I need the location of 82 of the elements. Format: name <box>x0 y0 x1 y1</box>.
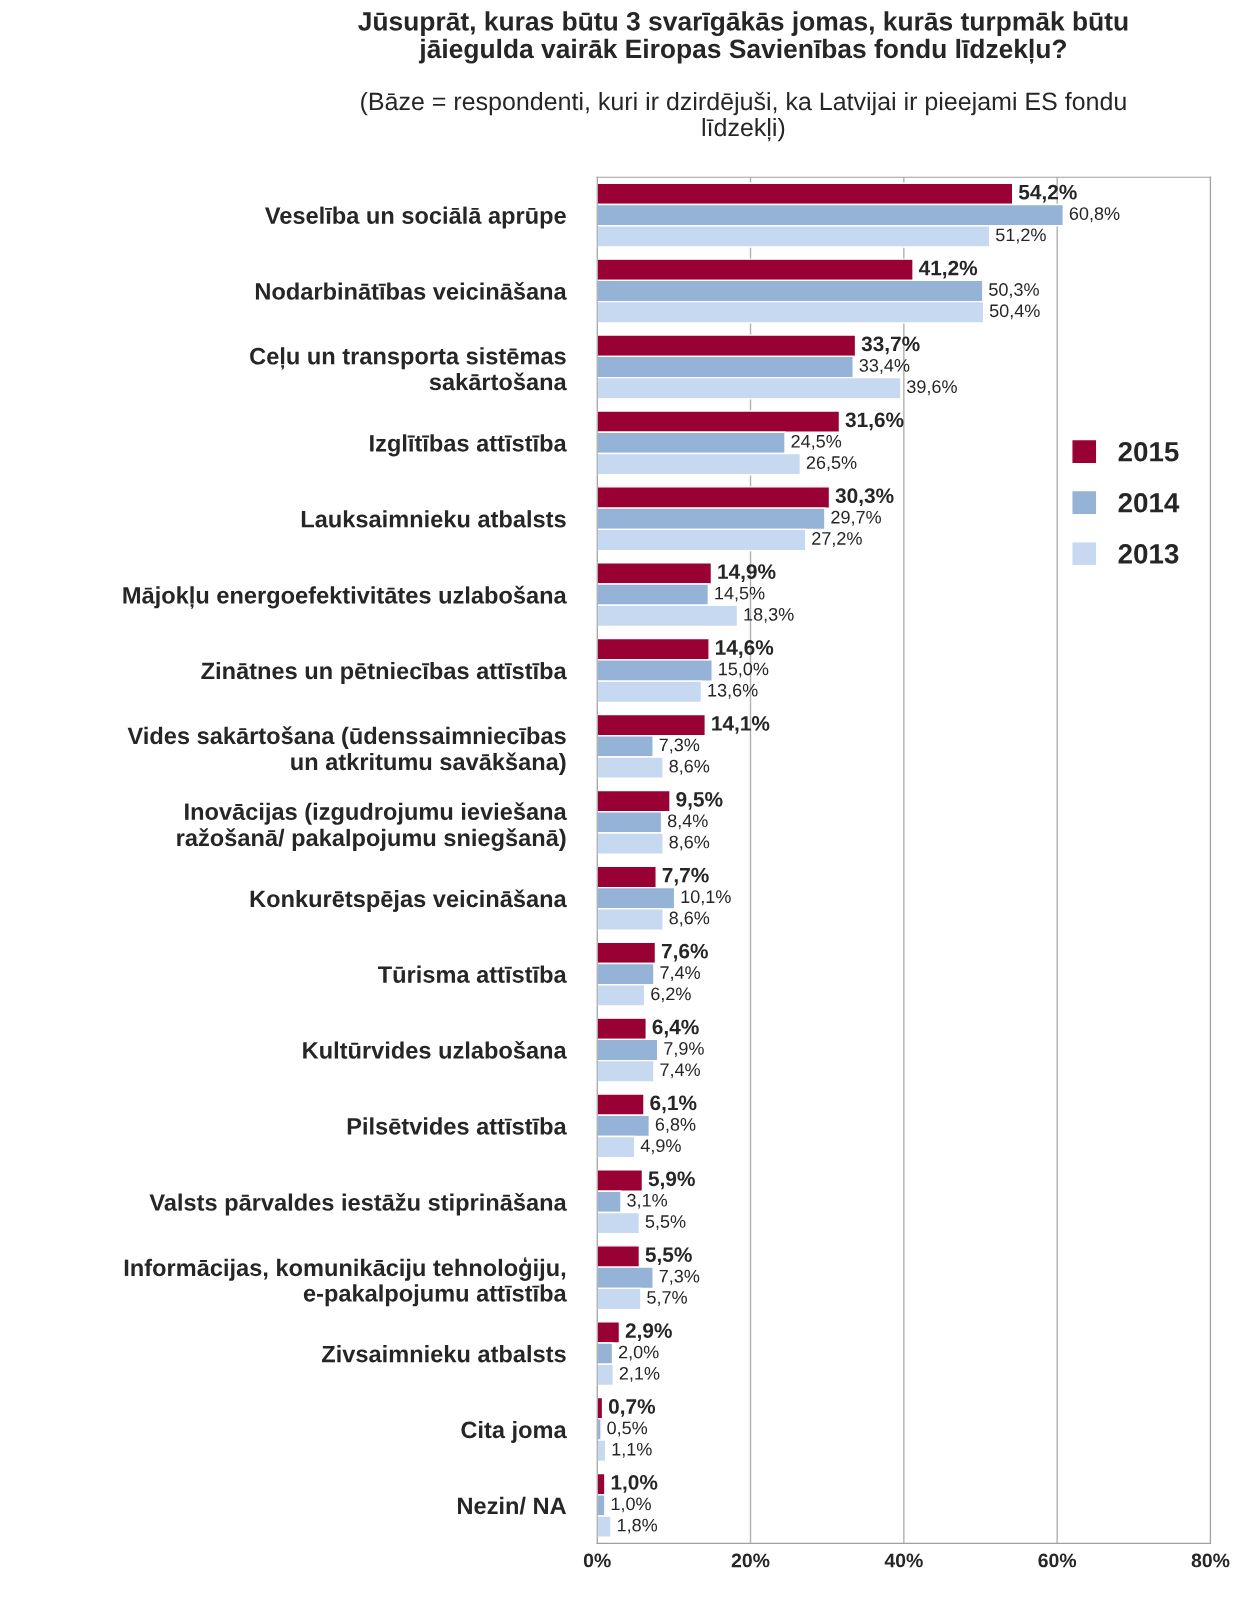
data-label: 3,1% <box>627 1193 668 1209</box>
data-label: 13,6% <box>708 683 758 699</box>
data-label: 7,4% <box>660 1063 700 1079</box>
y-tick-label: Zivsaimnieku atbalsts <box>321 1345 566 1363</box>
data-label: 30,3% <box>835 488 894 507</box>
data-label: 60,8% <box>1069 207 1120 223</box>
data-label: 0,7% <box>608 1399 656 1417</box>
x-tick-label: 40% <box>884 1553 923 1568</box>
x-tick-label: 20% <box>731 1553 770 1568</box>
data-label: 14,1% <box>712 716 770 734</box>
data-label: 33,4% <box>859 359 910 374</box>
y-tick-label: Lauksaimnieku atbalsts <box>301 510 566 528</box>
chart-subtitle: (Bāze = respondenti, kuri ir dzirdējuši, ka Latvijai ir pieejami ES fondu līdzekļi) <box>361 91 1126 142</box>
data-label: 14,5% <box>715 586 765 602</box>
y-tick-label: Nezin/ NA <box>458 1496 567 1515</box>
data-label: 33,7% <box>861 336 920 355</box>
x-tick-label: 80% <box>1191 1553 1230 1568</box>
data-label: 6,2% <box>651 987 691 1003</box>
data-label: 7,3% <box>659 738 700 754</box>
legend-label: 2015 <box>1118 441 1179 462</box>
data-label: 39,6% <box>907 380 957 396</box>
y-tick-label: Kultūrvides uzlabošana <box>303 1040 567 1059</box>
data-label: 1,0% <box>611 1474 658 1493</box>
data-label: 10,1% <box>681 890 731 906</box>
y-tick-label: Zinātnes un pētniecības attīstība <box>201 661 567 684</box>
data-label: 8,6% <box>669 835 710 851</box>
data-label: 31,6% <box>845 412 904 431</box>
data-label: 50,3% <box>989 283 1039 299</box>
data-label: 2,0% <box>618 1345 659 1361</box>
data-label: 5,9% <box>648 1171 695 1190</box>
data-label: 7,7% <box>662 867 709 886</box>
data-label: 24,5% <box>791 434 842 450</box>
data-label: 15,0% <box>719 662 769 678</box>
data-label: 8,6% <box>669 759 710 775</box>
x-tick-label: 60% <box>1038 1553 1077 1568</box>
data-label: 7,4% <box>660 966 700 982</box>
data-label: 5,5% <box>645 1215 686 1231</box>
data-label: 8,6% <box>669 911 710 927</box>
data-label: 2,9% <box>625 1323 672 1341</box>
legend-label: 2014 <box>1118 492 1180 513</box>
data-label: 41,2% <box>918 260 978 279</box>
data-label: 4,9% <box>640 1139 681 1155</box>
data-label: 51,2% <box>995 228 1046 244</box>
data-label: 9,5% <box>676 791 723 810</box>
data-label: 14,9% <box>718 564 776 582</box>
y-tick-label: Tūrisma attīstība <box>377 965 567 983</box>
y-tick-label: Inovācijas (izgudrojumu ieviešana ražošanā/ pakalpojumu sniegšanā) <box>177 802 567 851</box>
data-label: 18,3% <box>744 607 794 623</box>
data-label: 27,2% <box>812 532 862 547</box>
data-label: 7,3% <box>659 1269 700 1285</box>
y-tick-label: Cita joma <box>461 1420 567 1443</box>
y-tick-label: Ceļu un transporta sistēmas sakārtošana <box>250 347 567 391</box>
data-label: 7,6% <box>661 943 708 962</box>
chart-title: Jūsuprāt, kuras būtu 3 svarīgākās jomas, kurās turpmāk būtu jāiegulda vairāk Eiropas Savienības fondu līdzekļu? <box>358 11 1128 64</box>
data-label: 6,4% <box>652 1019 699 1038</box>
data-label: 6,1% <box>650 1095 697 1114</box>
y-tick-label: Valsts pārvaldes iestāžu stiprināšana <box>149 1192 567 1216</box>
y-tick-label: Mājokļu energoefektivitātes uzlabošana <box>123 585 567 609</box>
data-label: 1,1% <box>612 1442 652 1458</box>
data-label: 5,7% <box>647 1291 687 1306</box>
data-label: 1,0% <box>611 1497 651 1513</box>
data-label: 29,7% <box>831 510 881 526</box>
data-label: 6,8% <box>655 1117 696 1133</box>
data-label: 5,5% <box>645 1247 692 1266</box>
y-tick-label: Pilsētvides attīstība <box>347 1117 567 1135</box>
data-label: 8,4% <box>667 814 708 830</box>
data-label: 50,4% <box>989 304 1040 320</box>
data-label: 14,6% <box>715 640 774 658</box>
data-label: 0,5% <box>607 1421 648 1437</box>
legend-label: 2013 <box>1118 543 1179 564</box>
x-tick-label: 0% <box>583 1553 611 1568</box>
data-label: 7,9% <box>664 1042 704 1057</box>
data-label: 1,8% <box>617 1518 658 1534</box>
y-tick-label: Konkurētspējas veicināšana <box>250 889 567 912</box>
data-label: 2,1% <box>619 1366 660 1382</box>
data-label: 54,2% <box>1018 184 1077 203</box>
y-tick-label: Izglītības attīstība <box>370 434 567 457</box>
data-label: 26,5% <box>806 456 857 472</box>
y-tick-label: Veselība un sociālā aprūpe <box>265 206 566 229</box>
y-tick-label: Vides sakārtošana (ūdenssaimniecības un atkritumu savākšana) <box>127 726 566 775</box>
y-tick-label: Informācijas, komunikāciju tehnoloģiju, e-pakalpojumu attīstība <box>124 1257 567 1307</box>
y-tick-label: Nodarbinātības veicināšana <box>255 281 567 300</box>
